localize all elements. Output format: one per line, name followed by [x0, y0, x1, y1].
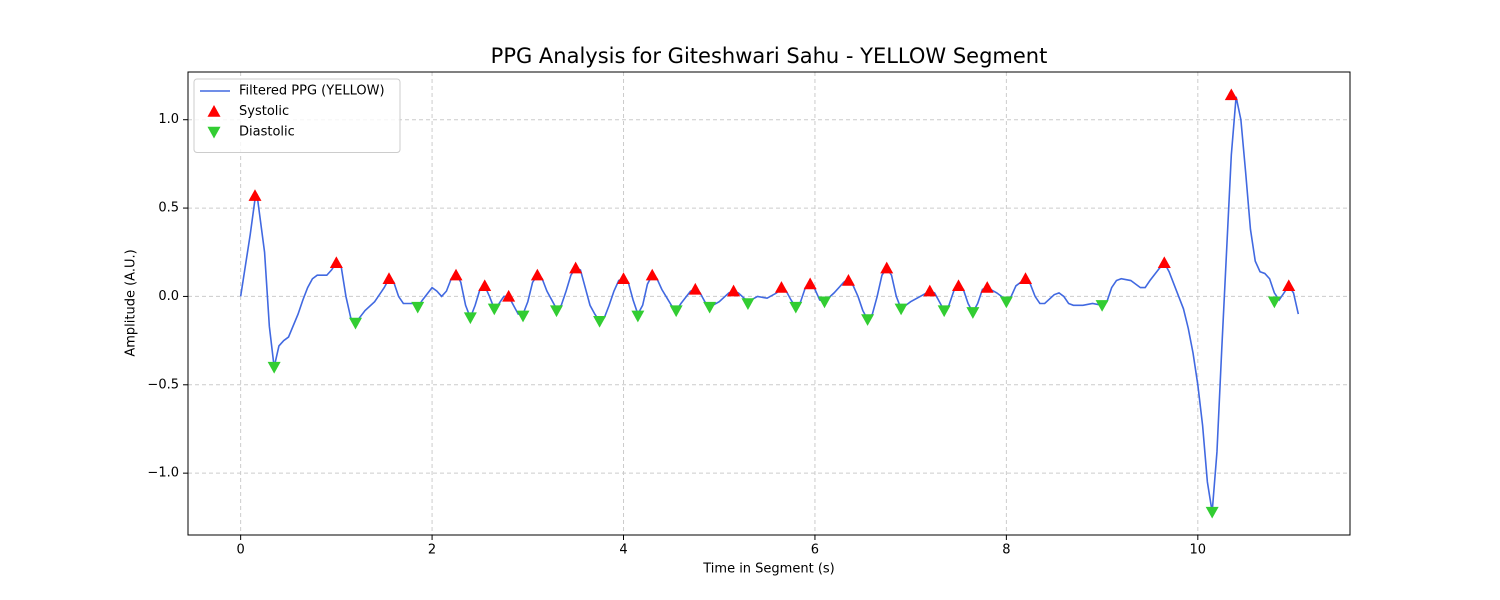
systolic-marker: [248, 189, 262, 201]
legend-marker: [207, 105, 221, 117]
systolic-marker: [1157, 256, 1171, 269]
diastolic-marker: [999, 296, 1013, 309]
diastolic-marker: [966, 307, 980, 319]
x-tick-label: 8: [1002, 543, 1010, 558]
diastolic-marker: [894, 303, 908, 316]
systolic-marker: [569, 261, 583, 274]
diastolic-marker: [516, 310, 530, 323]
diastolic-marker: [1095, 300, 1109, 312]
diastolic-marker: [741, 298, 755, 310]
legend-marker: [207, 126, 221, 139]
systolic-marker: [502, 289, 516, 302]
y-tick-label: −1.0: [147, 466, 179, 481]
diastolic-marker: [593, 315, 607, 328]
systolic-marker: [382, 272, 396, 284]
systolic-marker: [1282, 279, 1296, 292]
systolic-marker: [478, 279, 492, 292]
diastolic-marker: [1205, 506, 1219, 519]
diastolic-marker: [550, 305, 564, 318]
systolic-marker: [727, 284, 741, 297]
legend-label: Diastolic: [239, 125, 295, 140]
x-tick-label: 6: [811, 543, 819, 558]
systolic-marker: [923, 284, 937, 297]
systolic-marker: [880, 261, 894, 274]
legend-label: Systolic: [239, 104, 289, 119]
systolic-marker: [841, 274, 855, 286]
systolic-marker: [329, 256, 343, 269]
systolic-marker: [449, 268, 463, 281]
diastolic-marker: [937, 305, 951, 318]
diastolic-marker: [818, 296, 832, 309]
systolic-marker: [645, 268, 659, 281]
systolic-marker: [1019, 272, 1033, 284]
y-axis-label: Amplitude (A.U.): [124, 249, 139, 356]
y-tick-label: 1.0: [158, 112, 179, 127]
systolic-marker: [774, 281, 788, 293]
systolic-marker: [617, 272, 631, 284]
legend-box: [193, 78, 401, 153]
x-tick-label: 0: [237, 543, 245, 558]
systolic-marker: [980, 281, 994, 293]
x-axis-label: Time in Segment (s): [702, 562, 834, 577]
x-tick-label: 10: [1190, 543, 1207, 558]
diastolic-marker: [703, 301, 717, 314]
diastolic-marker: [631, 310, 645, 323]
diastolic-marker: [1267, 296, 1281, 309]
systolic-marker: [688, 282, 702, 295]
y-tick-label: 0.0: [158, 289, 179, 304]
diastolic-marker: [411, 301, 425, 314]
systolic-marker: [803, 277, 817, 290]
diastolic-marker: [789, 301, 803, 314]
diastolic-marker: [267, 361, 281, 374]
diastolic-marker: [487, 303, 501, 316]
x-tick-label: 4: [619, 543, 627, 558]
diastolic-marker: [669, 305, 683, 318]
plot-frame: [187, 71, 1351, 536]
systolic-marker: [530, 268, 544, 281]
y-tick-label: 0.5: [158, 201, 179, 216]
diastolic-marker: [349, 317, 363, 330]
systolic-marker: [952, 279, 966, 292]
diastolic-marker: [463, 312, 477, 325]
systolic-marker: [1224, 88, 1238, 101]
legend-label: Filtered PPG (YELLOW): [239, 84, 385, 99]
y-tick-label: −0.5: [147, 377, 179, 392]
signal-line: [239, 96, 1300, 513]
diastolic-marker: [861, 314, 875, 326]
x-tick-label: 2: [428, 543, 436, 558]
chart-title: PPG Analysis for Giteshwari Sahu - YELLO…: [491, 44, 1048, 68]
